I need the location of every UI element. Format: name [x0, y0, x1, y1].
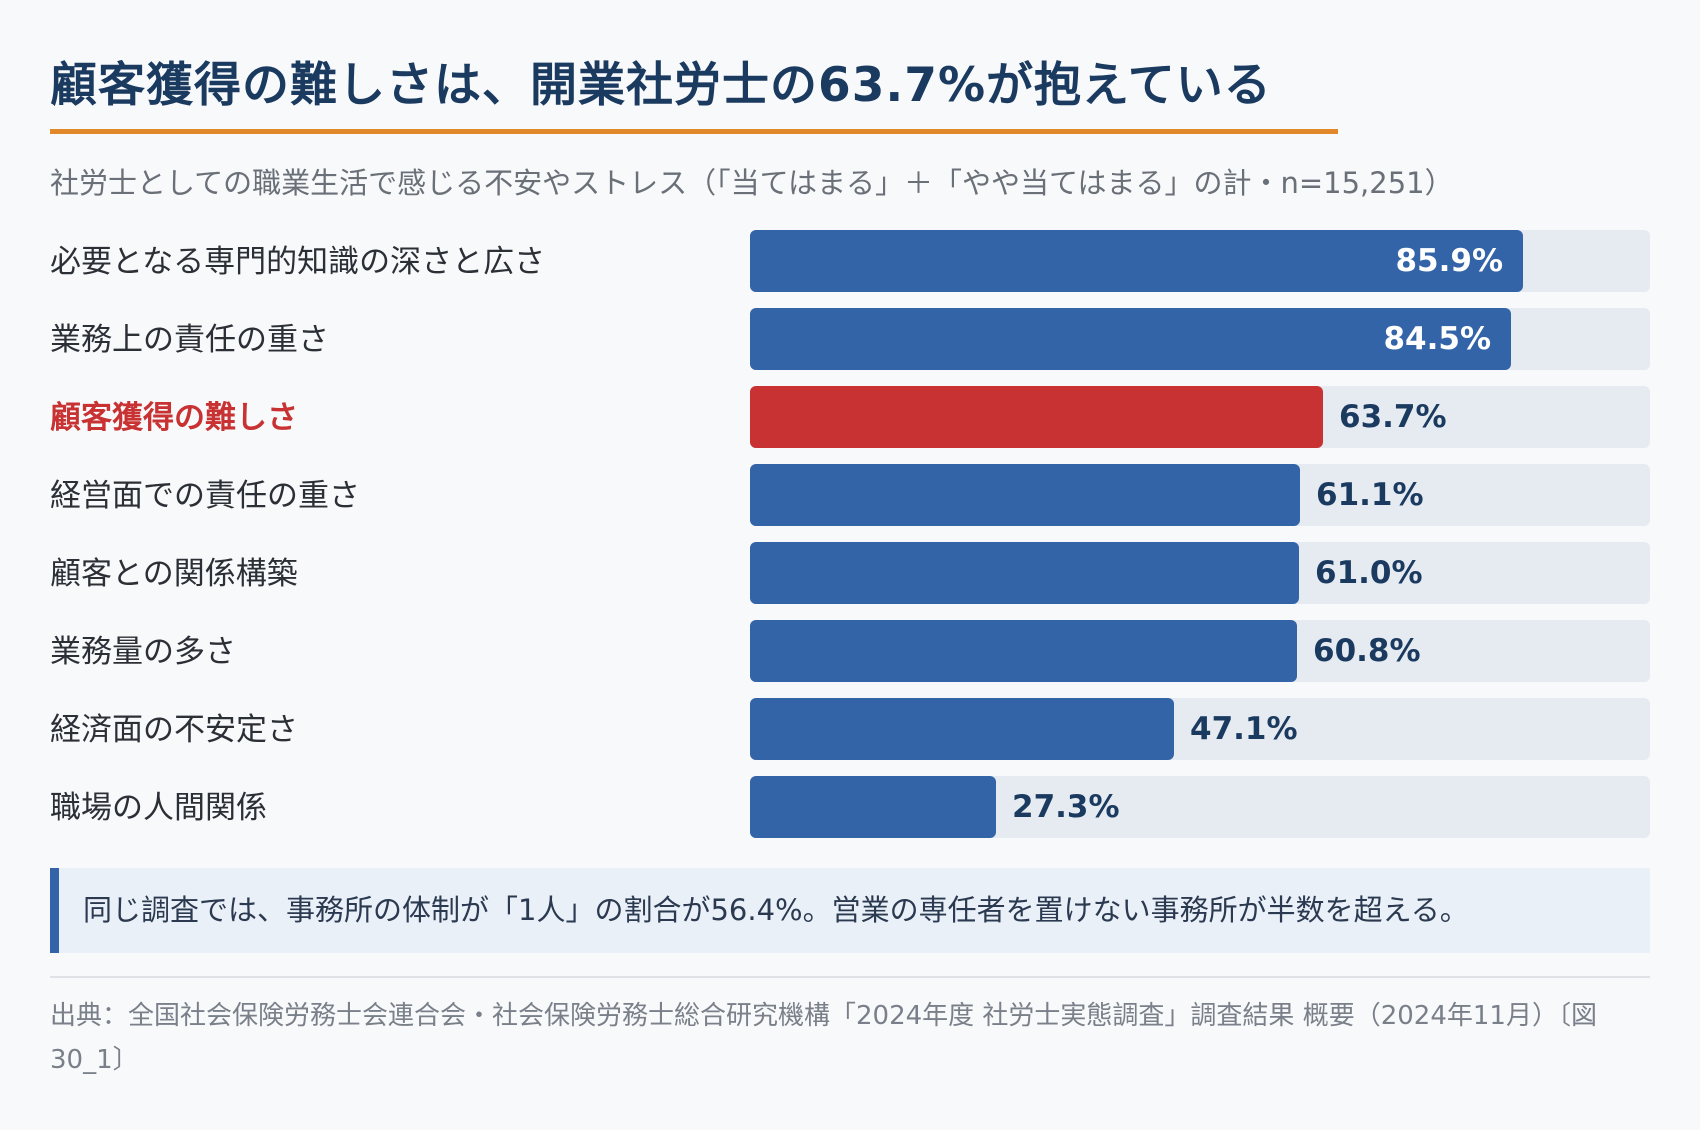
title-underline	[50, 129, 1338, 134]
category-label: 経営面での責任の重さ	[50, 478, 360, 514]
value-label: 47.1%	[1190, 711, 1298, 747]
source-citation: 出典：全国社会保険労務士会連合会・社会保険労務士総合研究機構「2024年度 社労…	[50, 1001, 1597, 1075]
bar	[750, 542, 1299, 604]
footer-divider	[50, 976, 1650, 978]
page-title: 顧客獲得の難しさは、開業社労士の63.7%が抱えている	[50, 58, 1272, 113]
callout-note: 同じ調査では、事務所の体制が「1人」の割合が56.4%。営業の専任者を置けない事…	[50, 868, 1650, 953]
bar	[750, 776, 996, 838]
bar-track: 84.5%	[750, 308, 1650, 370]
category-label: 業務上の責任の重さ	[50, 322, 329, 358]
value-label: 61.0%	[1315, 555, 1423, 591]
bar	[750, 698, 1174, 760]
category-label: 顧客獲得の難しさ	[50, 400, 298, 436]
highlighted-bar	[750, 386, 1323, 448]
bar-track: 61.1%	[750, 464, 1650, 526]
bar-row: 職場の人間関係 27.3%	[50, 776, 1650, 840]
category-label: 業務量の多さ	[50, 634, 236, 670]
bar-row: 顧客獲得の難しさ 63.7%	[50, 386, 1650, 450]
horizontal-bar-chart: 必要となる専門的知識の深さと広さ 85.9% 業務上の責任の重さ 84.5% 顧客獲得の…	[50, 230, 1650, 840]
bar-row: 業務上の責任の重さ 84.5%	[50, 308, 1650, 372]
bar-track: 63.7%	[750, 386, 1650, 448]
bar-track: 85.9%	[750, 230, 1650, 292]
value-label: 27.3%	[1012, 789, 1120, 825]
bar	[750, 308, 1511, 370]
bar-track: 27.3%	[750, 776, 1650, 838]
callout-note-text: 同じ調査では、事務所の体制が「1人」の割合が56.4%。営業の専任者を置けない事…	[83, 893, 1469, 927]
value-label: 61.1%	[1316, 477, 1424, 513]
bar-row: 必要となる専門的知識の深さと広さ 85.9%	[50, 230, 1650, 294]
bar-row: 経済面の不安定さ 47.1%	[50, 698, 1650, 762]
category-label: 顧客との関係構築	[50, 556, 298, 592]
chart-subtitle: 社労士としての職業生活で感じる不安やストレス（「当てはまる」＋「やや当てはまる」…	[50, 166, 1454, 200]
bar	[750, 464, 1300, 526]
bar-track: 47.1%	[750, 698, 1650, 760]
value-label: 60.8%	[1313, 633, 1421, 669]
value-label: 63.7%	[1339, 399, 1447, 435]
bar	[750, 230, 1523, 292]
bar-track: 60.8%	[750, 620, 1650, 682]
bar-row: 顧客との関係構築 61.0%	[50, 542, 1650, 606]
bar-row: 経営面での責任の重さ 61.1%	[50, 464, 1650, 528]
value-label: 85.9%	[1395, 243, 1503, 279]
bar-track: 61.0%	[750, 542, 1650, 604]
category-label: 職場の人間関係	[50, 790, 267, 826]
category-label: 必要となる専門的知識の深さと広さ	[50, 244, 546, 280]
bar-row: 業務量の多さ 60.8%	[50, 620, 1650, 684]
bar	[750, 620, 1297, 682]
value-label: 84.5%	[1383, 321, 1491, 357]
category-label: 経済面の不安定さ	[50, 712, 298, 748]
